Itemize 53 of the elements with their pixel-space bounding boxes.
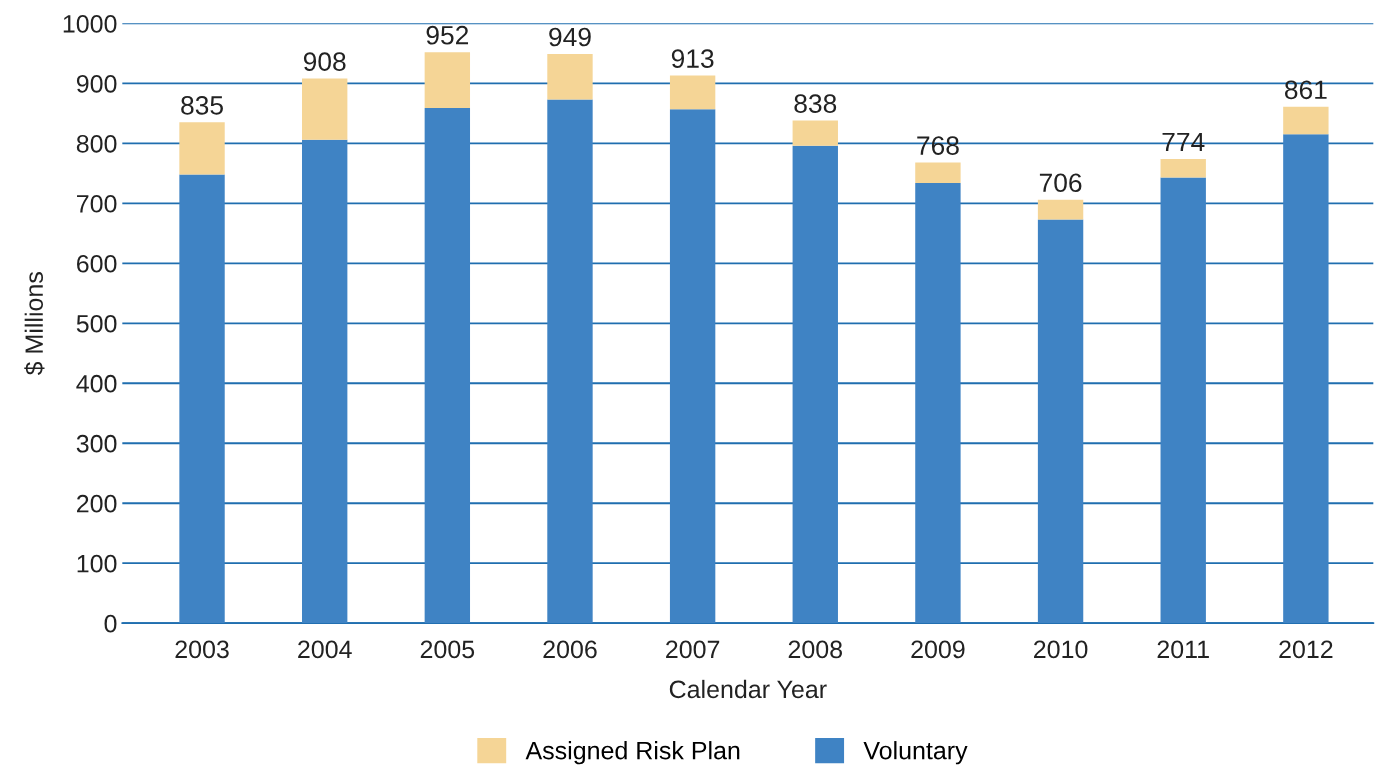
x-axis-title: Calendar Year <box>669 679 827 699</box>
bar <box>547 99 593 624</box>
bar <box>424 107 471 624</box>
total-label: 706 <box>1039 173 1082 193</box>
bar <box>915 182 961 624</box>
bar <box>1160 158 1206 178</box>
bar <box>1283 106 1329 135</box>
x-tick-label: 2003 <box>175 640 229 659</box>
total-label: 861 <box>1285 80 1327 100</box>
y-tick-label: 500 <box>76 314 117 333</box>
y-tick-label: 700 <box>77 194 117 213</box>
bar <box>1283 134 1329 624</box>
bar <box>915 162 961 183</box>
y-tick-label: 100 <box>77 554 117 573</box>
legend-label: Voluntary <box>863 741 968 765</box>
y-tick-label: 1000 <box>63 14 117 33</box>
bar <box>792 120 838 146</box>
y-tick-label: 400 <box>76 374 117 393</box>
total-label: 835 <box>181 96 223 115</box>
total-label: 949 <box>549 27 591 47</box>
bar <box>669 109 716 624</box>
bar <box>669 75 716 110</box>
y-tick-label: 300 <box>76 434 117 453</box>
bar <box>179 174 225 624</box>
total-label: 952 <box>426 25 469 45</box>
x-tick-label: 2012 <box>1279 640 1333 659</box>
legend-label: Assigned Risk Plan <box>525 741 740 765</box>
bar <box>1037 219 1084 624</box>
bar <box>1160 177 1206 624</box>
bar <box>302 78 348 140</box>
x-tick-label: 2007 <box>666 640 720 659</box>
x-tick-label: 2011 <box>1157 640 1209 659</box>
y-tick-label: 800 <box>76 134 117 153</box>
bar <box>792 145 838 624</box>
x-tick-label: 2006 <box>543 640 597 659</box>
x-tick-label: 2010 <box>1034 640 1088 659</box>
bar <box>1037 199 1084 220</box>
x-tick-label: 2004 <box>298 640 352 659</box>
total-label: 913 <box>671 49 714 68</box>
bar <box>302 139 348 624</box>
bar <box>424 52 471 108</box>
bar <box>179 122 225 175</box>
total-label: 838 <box>794 94 837 113</box>
y-tick-label: 200 <box>77 494 117 513</box>
y-tick-label: 0 <box>104 614 117 633</box>
y-tick-label: 600 <box>77 254 117 273</box>
y-tick-label: 900 <box>76 74 117 93</box>
x-tick-label: 2005 <box>420 640 475 659</box>
y-axis-title: $ Millions <box>24 272 45 376</box>
x-tick-label: 2009 <box>911 640 965 659</box>
bar <box>547 53 593 100</box>
x-tick-label: 2008 <box>788 640 842 659</box>
total-label: 908 <box>303 52 346 71</box>
